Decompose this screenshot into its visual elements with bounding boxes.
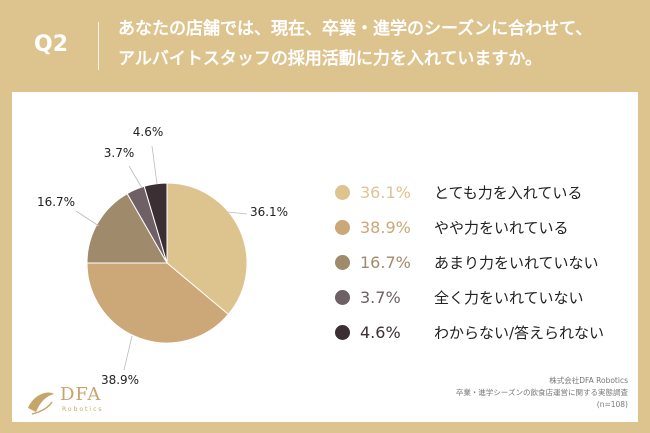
leader-line: [128, 165, 143, 189]
question-line-1: あなたの店舗では、現在、卒業・進学のシーズンに合わせて、: [118, 19, 593, 39]
question-number: Q2: [34, 32, 69, 57]
pie-slice: [166, 182, 248, 316]
question-text: あなたの店舗では、現在、卒業・進学のシーズンに合わせて、 アルバイトスタッフの採…: [118, 14, 638, 74]
pie-slice: [86, 192, 168, 264]
dfa-logo-icon: [28, 392, 54, 415]
legend-item: 4.6% わからない/答えられない: [335, 315, 604, 350]
legend-swatch: [335, 290, 350, 305]
legend-item: 3.7% 全く力をいれていない: [335, 280, 604, 315]
legend-percent: 38.9%: [360, 218, 411, 237]
slice-data-label: 16.7%: [37, 195, 75, 209]
leader-line: [123, 335, 133, 371]
legend-swatch: [335, 325, 350, 340]
source-survey: 卒業・進学シーズンの飲食店運営に関する実態調査: [455, 388, 628, 397]
legend-label: わからない/答えられない: [434, 324, 605, 342]
source-note: 株式会社DFA Robotics 卒業・進学シーズンの飲食店運営に関する実態調査…: [456, 375, 628, 411]
source-company: 株式会社DFA Robotics: [549, 376, 628, 385]
legend-item: 38.9% やや力をいれている: [335, 210, 604, 245]
slice-data-label: 3.7%: [104, 146, 135, 160]
legend-swatch: [335, 220, 350, 235]
pie-chart: 36.1% 38.9% 16.7% 3.7% 4.6%: [37, 125, 288, 387]
legend-label: 全く力をいれていない: [434, 289, 584, 307]
slice-data-label: 38.9%: [101, 373, 139, 387]
legend-percent: 4.6%: [360, 323, 401, 342]
sample-size: (n=108): [596, 400, 628, 409]
question-line-2: アルバイトスタッフの採用活動に力を入れていますか。: [118, 49, 542, 69]
legend-item: 36.1% とても力を入れている: [335, 175, 604, 210]
header-divider: [98, 22, 99, 70]
legend: 36.1% とても力を入れている 38.9% やや力をいれている 16.7% あまり力をい…: [335, 175, 604, 350]
legend-swatch: [335, 185, 350, 200]
slice-data-label: 4.6%: [133, 125, 164, 139]
legend-percent: 36.1%: [360, 183, 411, 202]
slice-data-label: 36.1%: [250, 205, 288, 219]
leader-line: [151, 145, 158, 185]
legend-percent: 16.7%: [360, 253, 411, 272]
pie-slice: [143, 182, 168, 264]
header: Q2 あなたの店舗では、現在、卒業・進学のシーズンに合わせて、 アルバイトスタッ…: [0, 0, 650, 90]
legend-label: とても力を入れている: [434, 184, 583, 202]
legend-percent: 3.7%: [360, 288, 401, 307]
legend-label: あまり力をいれていない: [434, 254, 599, 272]
dfa-logo-subtext: Robotics: [62, 406, 104, 413]
legend-item: 16.7% あまり力をいれていない: [335, 245, 604, 280]
chart-panel: 36.1% 38.9% 16.7% 3.7% 4.6% 36.1% とても力を入れている 3…: [12, 92, 638, 422]
leader-line: [75, 210, 100, 227]
dfa-logo-text: DFA: [60, 384, 102, 405]
legend-swatch: [335, 255, 350, 270]
legend-label: やや力をいれている: [434, 219, 569, 237]
dfa-logo: DFA Robotics: [22, 384, 122, 424]
pie-slice: [86, 262, 230, 344]
leader-line: [227, 211, 248, 215]
